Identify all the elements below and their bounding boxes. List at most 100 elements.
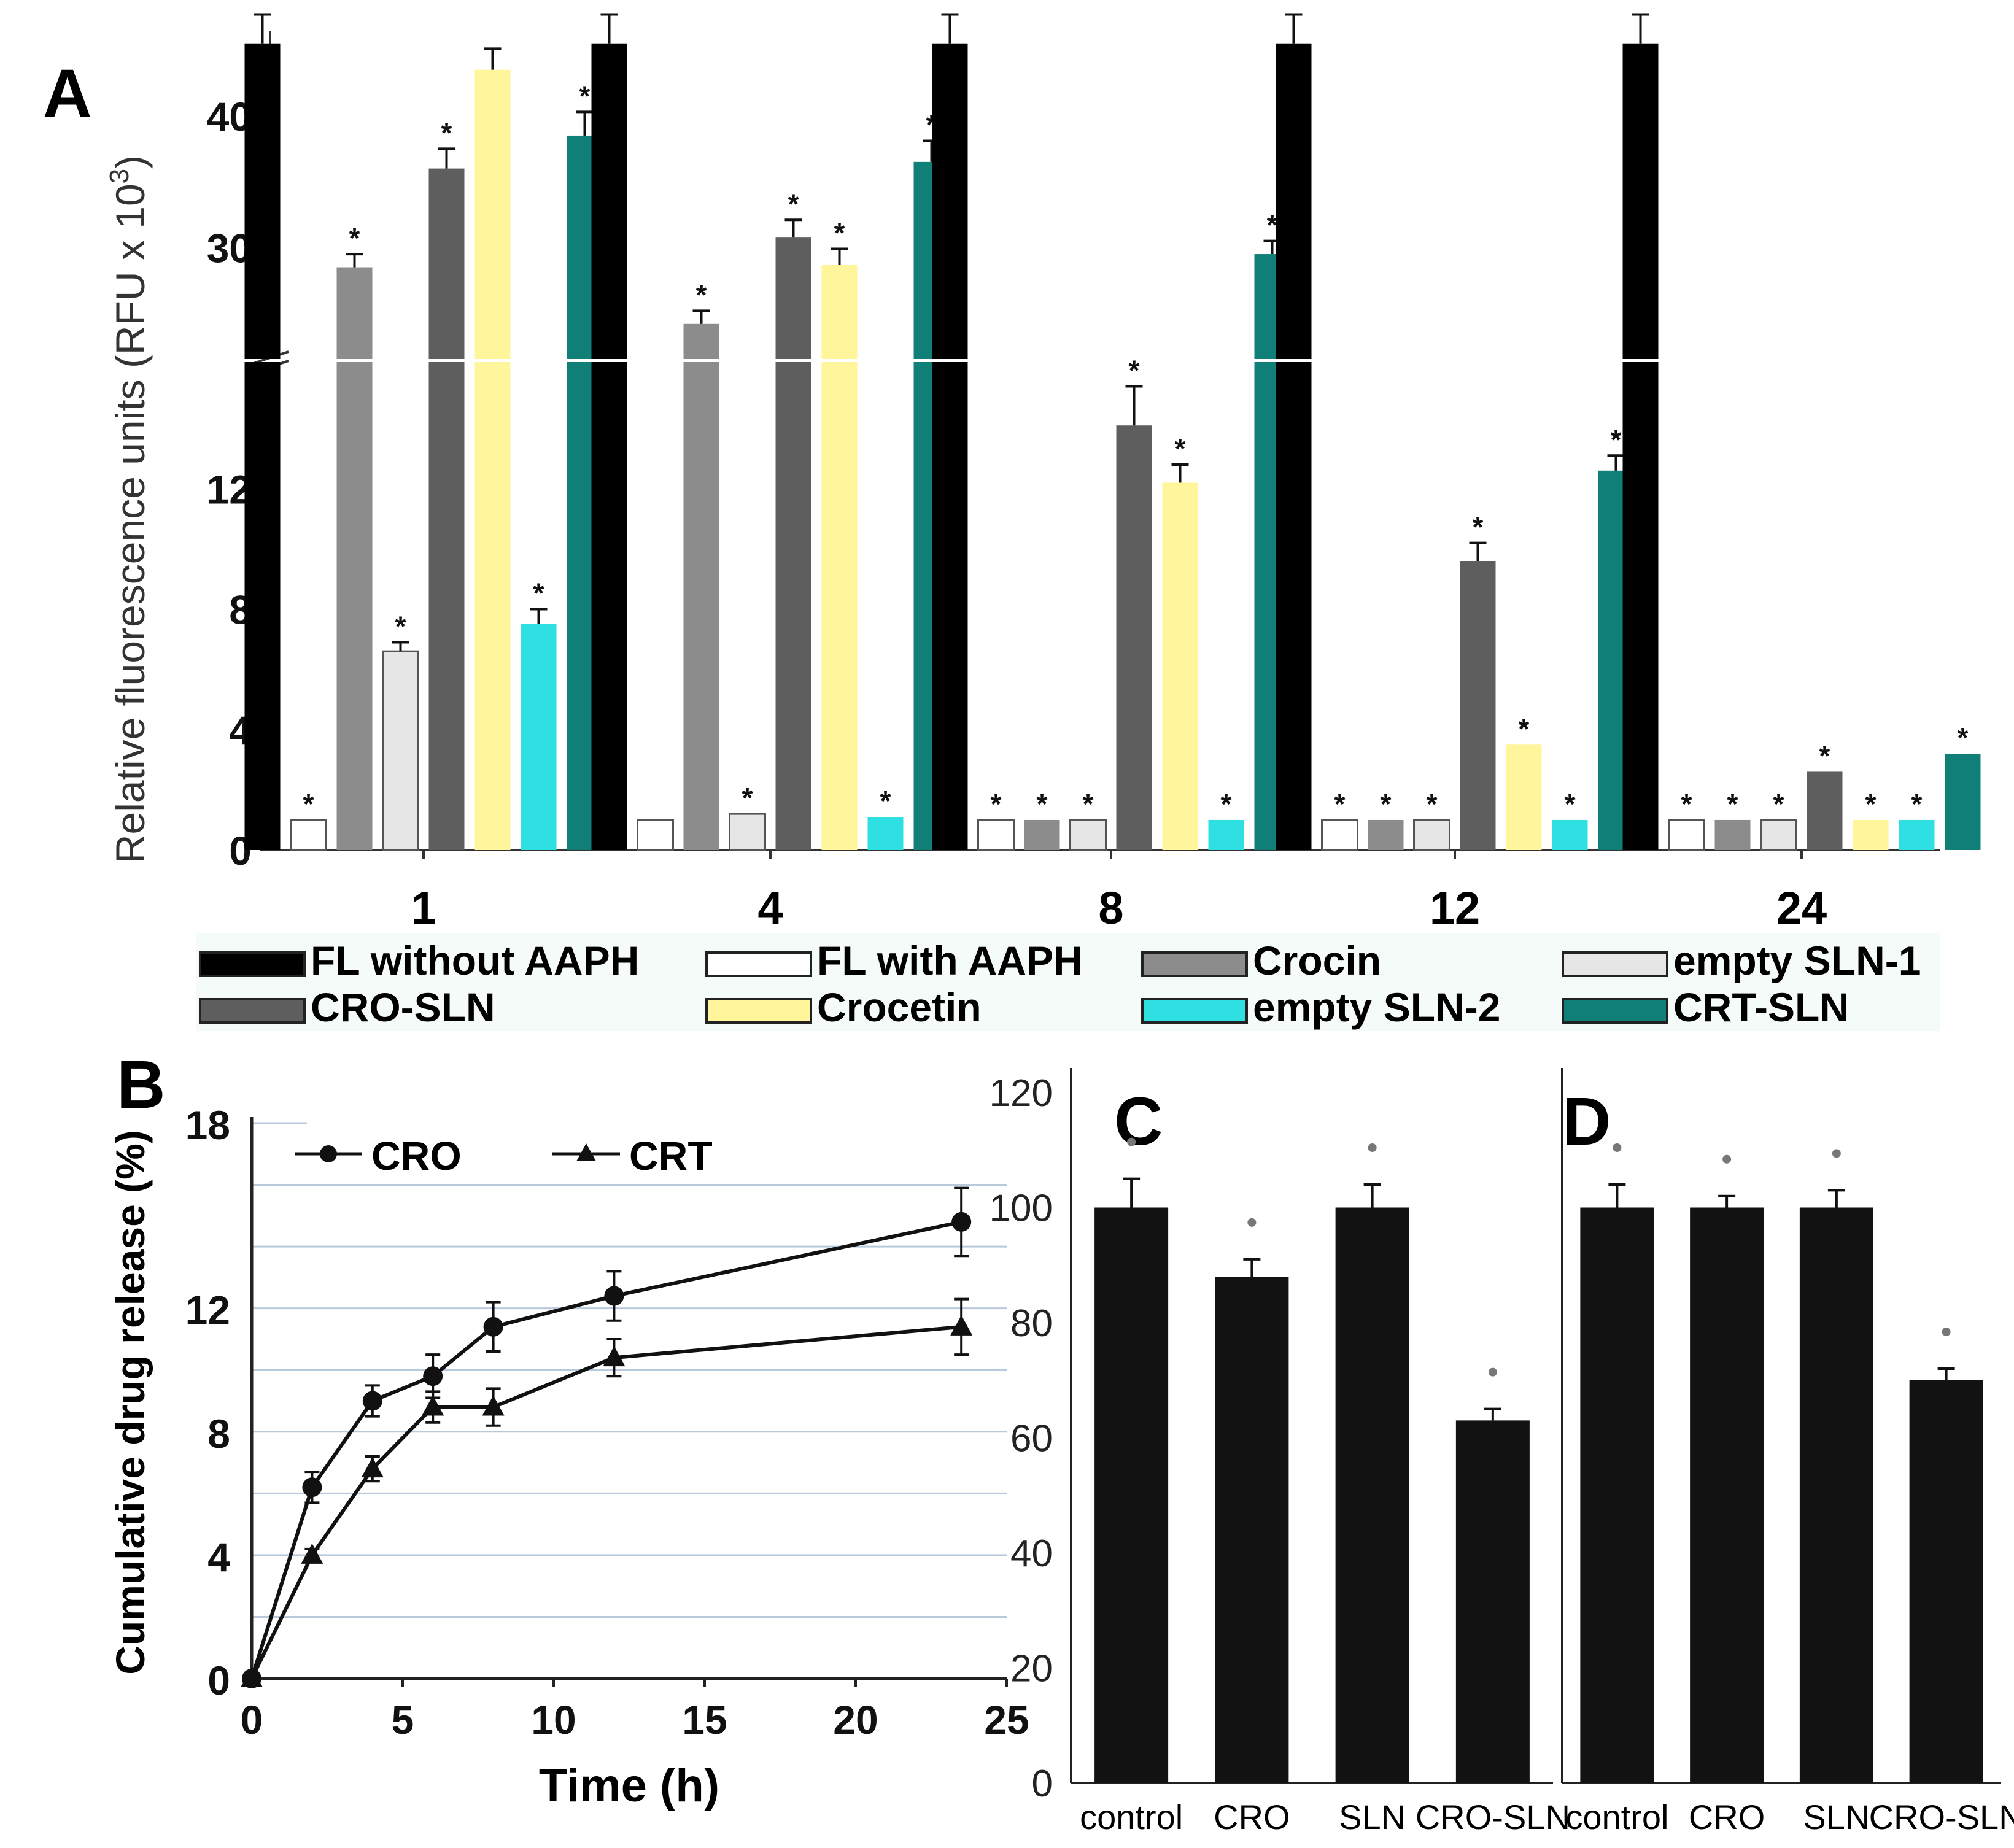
panel-a-significance-mark: * xyxy=(441,117,452,149)
panel-a-bar-fl-without-aaph xyxy=(932,43,968,359)
panel-a-bar-fl-with-aaph xyxy=(1321,819,1358,851)
panel-b-x-tick-label: 5 xyxy=(392,1697,414,1742)
panelC-x-tick-label: CRO xyxy=(1214,1798,1290,1836)
panel-a-y-tick-label: 12 xyxy=(207,466,252,512)
panel-a-bar-cro-sln xyxy=(775,362,811,850)
panel-a-bar-crocin xyxy=(1024,819,1060,850)
panel-b-x-tick-label: 25 xyxy=(984,1697,1029,1742)
panel-a-x-tick-label: 8 xyxy=(1098,883,1123,934)
panel-a-bar-fl-without-aaph xyxy=(932,362,968,850)
panel-b-legend-marker-cro xyxy=(320,1145,337,1162)
panel-a-bar-crocin xyxy=(683,362,719,850)
legend-swatch-empty-sln-2 xyxy=(1141,998,1248,1024)
panel-a-bar-fl-without-aaph xyxy=(1622,362,1659,850)
panel-a-significance-mark: * xyxy=(1727,788,1738,820)
legend-label-crocin: Crocin xyxy=(1253,938,1381,983)
panel-a-significance-mark: * xyxy=(1681,788,1692,820)
panelD-bar-cro xyxy=(1690,1207,1764,1783)
panelC-letter: C xyxy=(1114,1084,1163,1159)
panel-a-significance-mark: * xyxy=(1611,423,1622,455)
panelD-significance-dot xyxy=(1722,1154,1732,1164)
panel-a-significance-mark: * xyxy=(834,217,845,249)
panel-a-significance-mark: * xyxy=(1865,788,1877,820)
panelD-significance-dot xyxy=(1613,1143,1622,1152)
panelC-y-tick-label: 120 xyxy=(990,1072,1053,1115)
legend-swatch-crocin xyxy=(1141,951,1248,977)
panel-a-bar-fl-without-aaph xyxy=(591,43,627,359)
panel-b-y-tick-label: 0 xyxy=(207,1658,230,1703)
panel-b-point-crt xyxy=(482,1395,505,1416)
panel-a-bar-fl-without-aaph xyxy=(1276,43,1312,359)
panelC-x-tick-label: SLN xyxy=(1339,1798,1406,1836)
panel-a-bar-crocetin xyxy=(1506,744,1542,850)
panel-a-bar-fl-without-aaph xyxy=(244,362,281,850)
panel-a-significance-mark: * xyxy=(533,578,544,609)
panel-a-significance-mark: * xyxy=(1221,788,1232,820)
panel-b-y-tick-label: 8 xyxy=(207,1411,230,1456)
panel-a-x-tick-label: 1 xyxy=(411,883,436,934)
legend-label-crt-sln: CRT-SLN xyxy=(1673,984,1849,1030)
panelD-x-tick-label: control xyxy=(1565,1798,1668,1836)
panel-a-bar-crocin xyxy=(1368,819,1404,850)
panel-a-significance-mark: * xyxy=(880,785,891,817)
legend-swatch-crt-sln xyxy=(1562,998,1668,1024)
legend-label-fl-without-aaph: FL without AAPH xyxy=(311,938,639,983)
panel-a-x-tick-label: 24 xyxy=(1776,883,1827,934)
panel-a-legend: FL without AAPH FL with AAPH Crocin empty S… xyxy=(196,933,1940,1031)
panel-a-bar-crocetin xyxy=(821,362,858,850)
panel-a-significance-mark: * xyxy=(579,80,591,112)
panel-a-significance-mark: * xyxy=(1037,788,1048,820)
panel-a-bar-cro-sln xyxy=(1807,771,1843,850)
panelC-y-tick-label: 0 xyxy=(1032,1763,1053,1805)
panel-a-significance-mark: * xyxy=(1565,788,1576,820)
legend-label-crocetin: Crocetin xyxy=(817,984,982,1030)
panelD-bar-control xyxy=(1580,1207,1654,1783)
panel-a-significance-mark: * xyxy=(349,222,360,254)
legend-swatch-empty-sln-1 xyxy=(1562,951,1668,977)
panel-a-bar-cro-sln xyxy=(775,237,811,359)
legend-swatch-fl-with-aaph xyxy=(705,951,812,977)
panel-b-legend-label-crt: CRT xyxy=(629,1133,713,1178)
panel-a-bar-cro-sln xyxy=(428,362,465,850)
panel-a-y-tick-label: 40 xyxy=(207,94,252,139)
panel-a-significance-mark: * xyxy=(696,279,707,311)
panelD-significance-dot xyxy=(1832,1149,1841,1158)
legend-label-cro-sln: CRO-SLN xyxy=(311,984,495,1030)
panelD-x-tick-label: CRO xyxy=(1689,1798,1765,1836)
panelC-x-tick-label: CRO-SLN xyxy=(1416,1798,1570,1836)
panel-a-bar-crt-sln xyxy=(1945,754,1981,850)
panelC-y-tick-label: 20 xyxy=(1010,1648,1053,1690)
panel-b-legend-marker-crt xyxy=(576,1143,596,1161)
panelC-bar-control xyxy=(1094,1207,1169,1783)
panel-a-bar-fl-with-aaph xyxy=(1668,819,1705,851)
panel-a-bar-cro-sln xyxy=(1116,425,1152,850)
panelC-significance-dot xyxy=(1127,1137,1136,1146)
panel-a-x-tick-label: 12 xyxy=(1430,883,1480,934)
panelC-bar-cro-sln xyxy=(1455,1420,1530,1783)
panel-a-significance-mark: * xyxy=(1267,209,1278,241)
panel-a-bar-fl-without-aaph xyxy=(1622,43,1659,359)
panel-a-bar-empty-sln-1 xyxy=(1760,819,1797,851)
panel-b-point-cro xyxy=(951,1212,972,1232)
panel-a-bar-crocin xyxy=(683,323,719,359)
panel-b-line-chart: B 0 4 8 12 18 0 5 10 15 20 25 Time (h) Cumulative dru… xyxy=(107,1047,1029,1812)
panel-b-x-tick-label: 10 xyxy=(531,1697,576,1742)
panel-b-x-axis-label: Time (h) xyxy=(539,1760,719,1812)
panelC-y-tick-label: 60 xyxy=(1010,1418,1053,1460)
panelD-significance-dot xyxy=(1942,1328,1951,1336)
panel-b-point-crt xyxy=(950,1315,973,1336)
panel-a-bar-empty-sln-2 xyxy=(1208,819,1244,850)
panel-b-x-tick-label: 20 xyxy=(833,1697,878,1742)
panel-c-bar-chart: C 0 20 40 60 80 100 120 control CRO SLN CRO-SLN xyxy=(990,1068,1570,1836)
panel-a-significance-mark: * xyxy=(1083,788,1094,820)
panel-a-bar-empty-sln-2 xyxy=(521,624,557,850)
panelC-significance-dot xyxy=(1488,1367,1497,1377)
panel-a-bar-crocetin xyxy=(1162,482,1198,850)
panelD-x-tick-label: SLN xyxy=(1803,1798,1870,1836)
panelD-bar-cro-sln xyxy=(1909,1380,1983,1783)
panel-a-significance-mark: * xyxy=(742,782,753,814)
panel-a-bar-fl-with-aaph xyxy=(290,819,327,851)
